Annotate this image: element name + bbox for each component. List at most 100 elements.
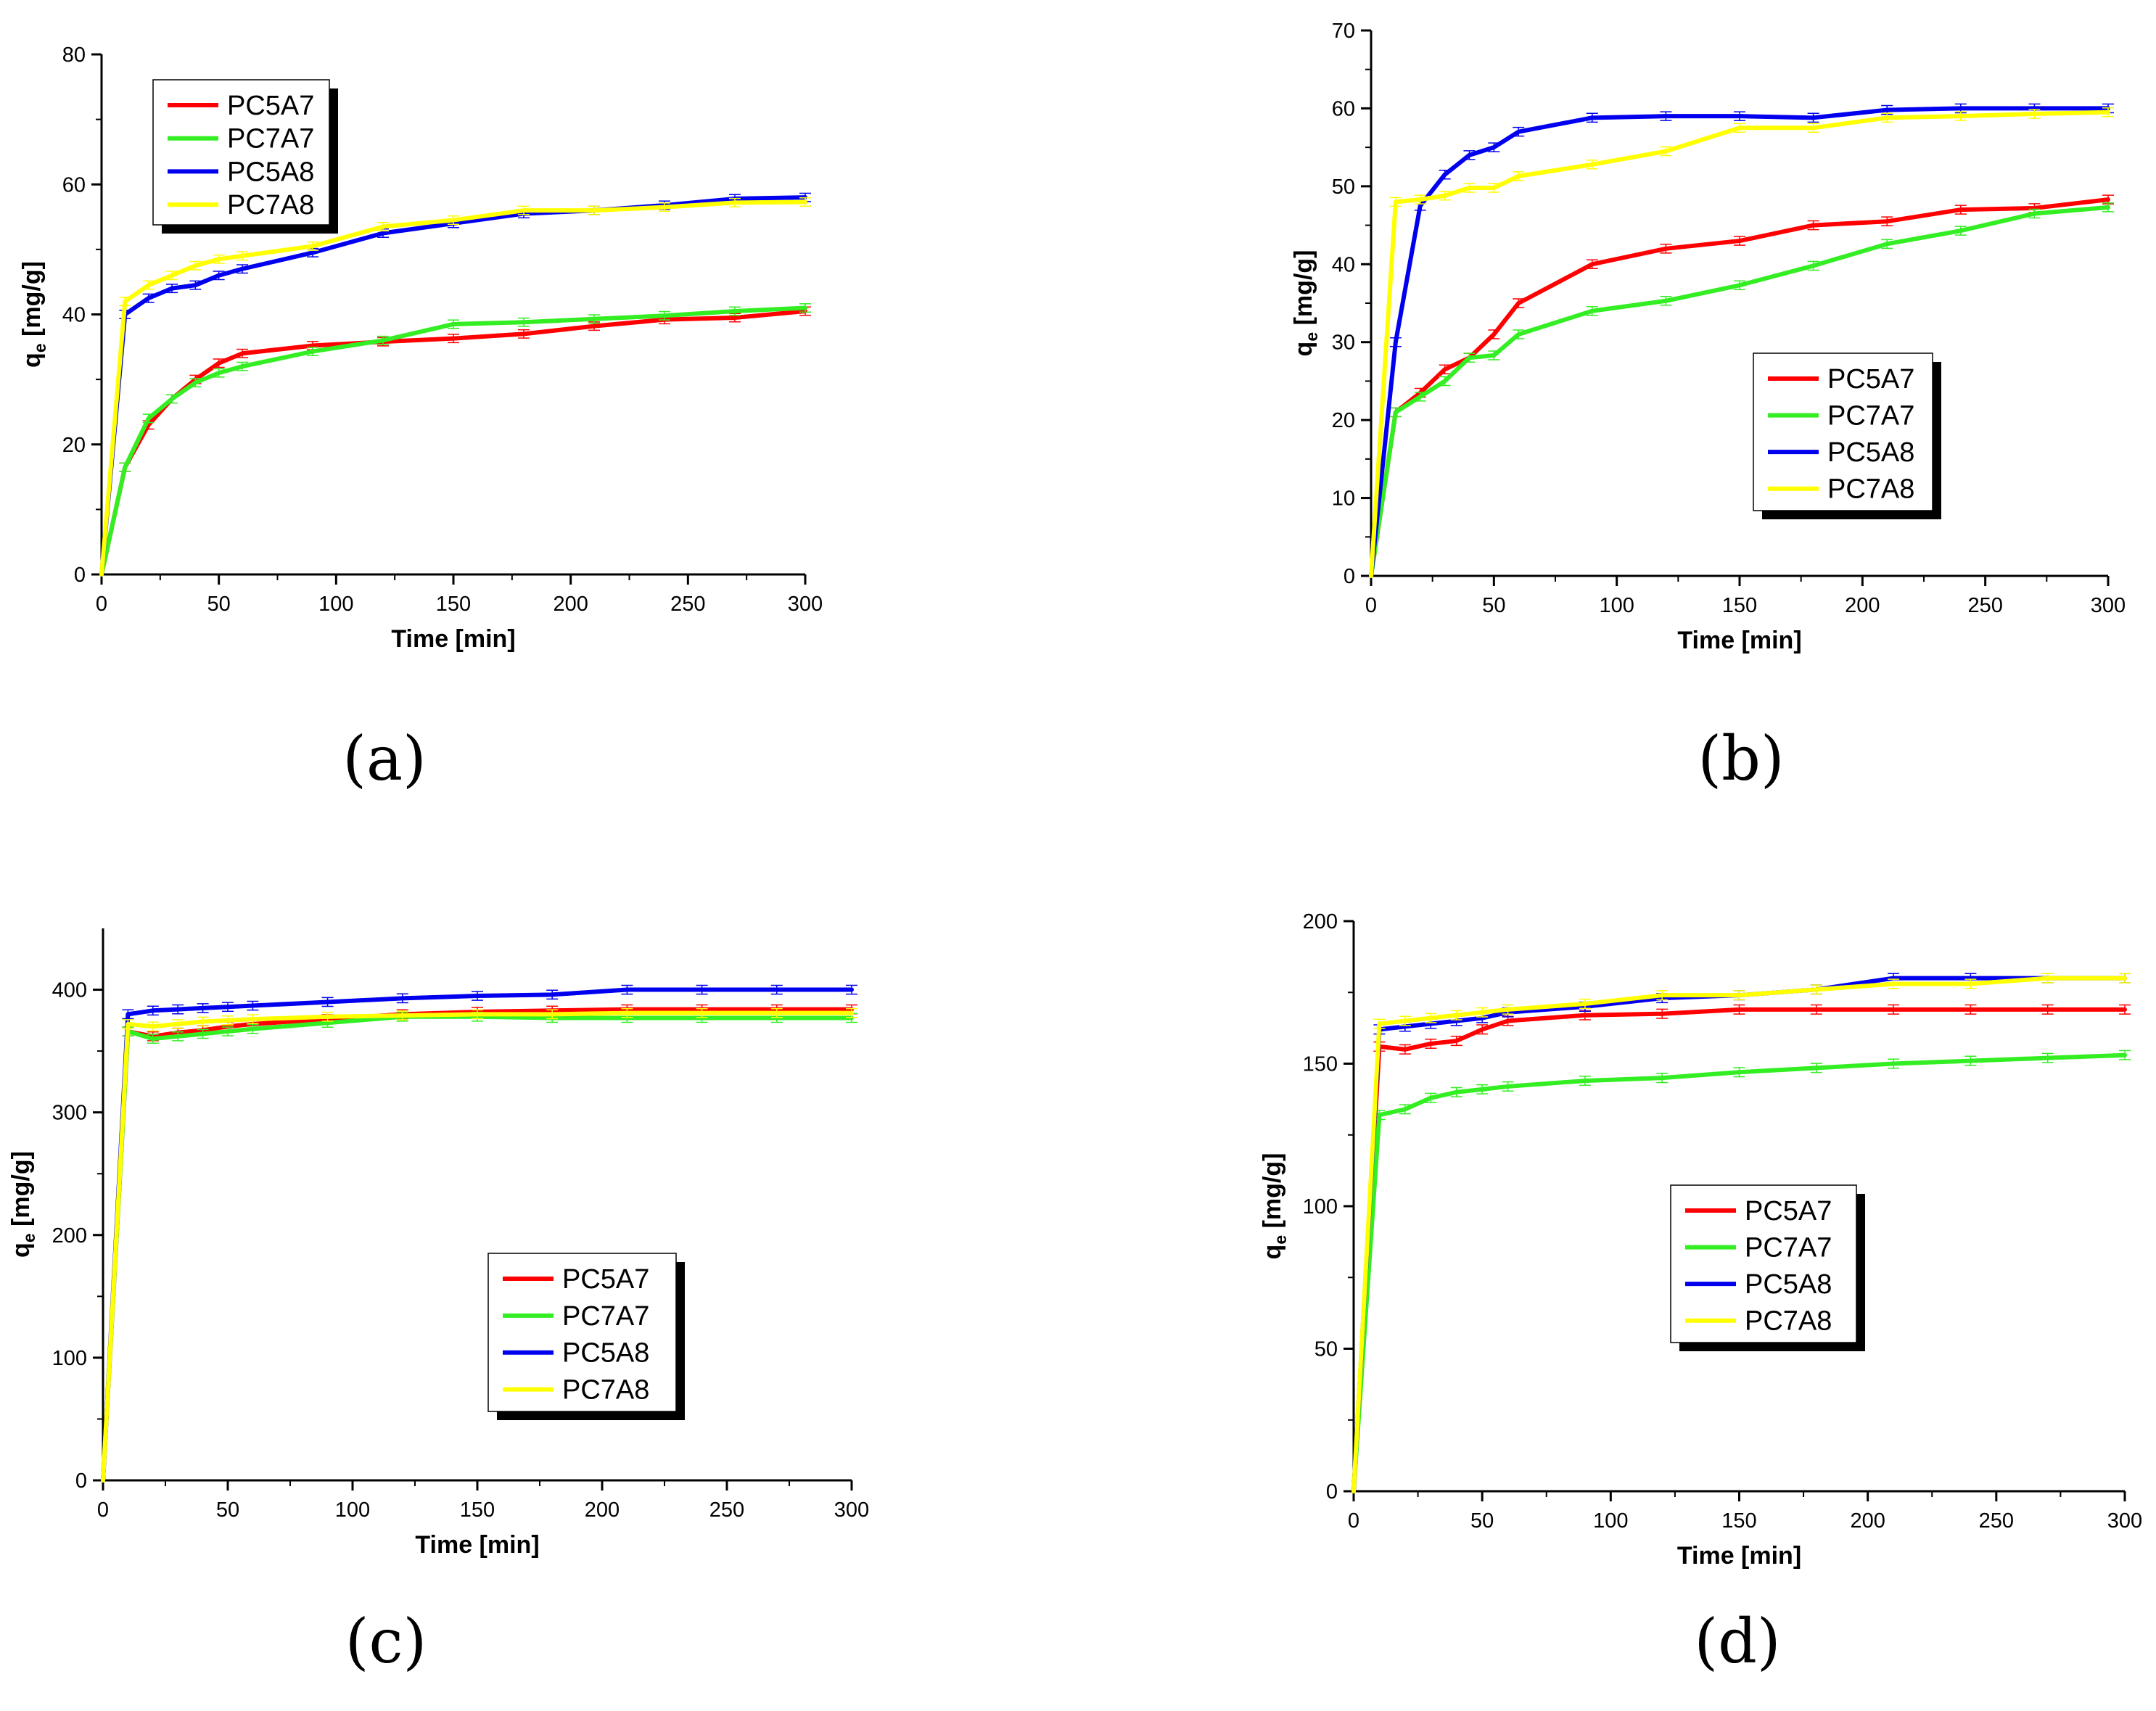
y-tick-label: 40	[62, 304, 86, 327]
x-tick-label: 250	[709, 1498, 744, 1522]
x-axis-title: Time [min]	[1677, 627, 1801, 654]
legend-label-PC7A8: PC7A8	[562, 1375, 649, 1406]
x-tick-label: 50	[207, 593, 231, 616]
x-tick-label: 250	[670, 593, 705, 616]
series-line-PC5A8	[1369, 106, 2110, 578]
x-tick-label: 50	[1482, 594, 1505, 617]
y-tick-label: 60	[62, 173, 86, 197]
legend-label-PC7A7: PC7A7	[562, 1301, 649, 1332]
y-tick-label: 400	[52, 979, 87, 1002]
y-axis-title: qe [mg/g]	[18, 261, 49, 368]
y-axis-title-unit: [mg/g]	[7, 1151, 35, 1233]
y-tick-label: 200	[1303, 910, 1338, 933]
legend-label-PC5A8: PC5A8	[227, 157, 314, 187]
y-tick-label: 10	[1332, 487, 1355, 511]
y-axis-title-unit: [mg/g]	[1290, 250, 1317, 332]
legend-label-PC5A8: PC5A8	[1745, 1269, 1832, 1300]
x-tick-label: 250	[1967, 594, 2002, 617]
x-axis-title: Time [min]	[391, 625, 515, 653]
y-tick-label: 70	[1332, 20, 1355, 43]
x-tick-label: 100	[1599, 594, 1634, 617]
series-line-PC5A7	[1369, 197, 2110, 578]
y-axis-title-unit: [mg/g]	[1259, 1153, 1286, 1235]
chart-panel-a: 0 50 100 150 200 250 300 0 20 40 60 80 Time [min] qe …	[18, 44, 823, 794]
series-line-PC7A7	[99, 305, 807, 577]
x-tick-label: 300	[2091, 594, 2126, 617]
y-tick-label: 80	[62, 44, 86, 67]
panel-label: (d)	[1694, 1606, 1780, 1677]
y-axis-title-sub: e	[1271, 1235, 1290, 1245]
legend-label-PC7A7: PC7A7	[1745, 1233, 1832, 1263]
x-tick-label: 0	[97, 1498, 109, 1522]
series-line-PC7A8	[99, 199, 807, 577]
y-tick-label: 100	[52, 1347, 87, 1370]
y-tick-label: 20	[62, 434, 86, 457]
y-tick-label: 0	[1344, 565, 1355, 588]
x-tick-label: 50	[1470, 1509, 1494, 1533]
legend-label-PC5A8: PC5A8	[1827, 437, 1914, 468]
y-tick-label: 20	[1332, 409, 1355, 432]
x-tick-label: 150	[436, 593, 471, 616]
chart-panel-d: 0 50 100 150 200 250 300 0 50 100 150 200 Time [min]…	[1259, 910, 2142, 1677]
y-tick-label: 0	[1326, 1480, 1338, 1504]
y-tick-label: 60	[1332, 97, 1355, 120]
y-tick-label: 30	[1332, 331, 1355, 355]
x-tick-label: 150	[1722, 594, 1757, 617]
y-axis-title-sub: e	[30, 343, 49, 352]
y-axis-title-unit: [mg/g]	[18, 261, 46, 343]
y-tick-label: 0	[74, 564, 86, 587]
y-axis-title-sub: e	[20, 1233, 38, 1242]
x-tick-label: 300	[834, 1498, 869, 1522]
y-tick-label: 40	[1332, 253, 1355, 276]
x-tick-label: 0	[1365, 594, 1377, 617]
x-tick-label: 200	[585, 1498, 620, 1522]
x-tick-label: 200	[553, 593, 588, 616]
x-tick-label: 50	[216, 1498, 239, 1522]
legend-label-PC5A7: PC5A7	[1827, 364, 1914, 395]
x-tick-label: 100	[318, 593, 353, 616]
legend-label-PC5A7: PC5A7	[562, 1264, 649, 1295]
legend-label-PC5A7: PC5A7	[227, 91, 314, 121]
y-axis-title-main: q	[1290, 342, 1317, 357]
x-tick-label: 100	[1593, 1509, 1628, 1533]
legend-label-PC5A8: PC5A8	[562, 1338, 649, 1369]
y-axis-title: qe [mg/g]	[1290, 250, 1321, 357]
y-tick-label: 50	[1332, 176, 1355, 199]
chart-panel-b: 0 50 100 150 200 250 300 0 10 20 30 40 50 60 70 Time [m…	[1290, 20, 2126, 794]
y-axis-title-main: q	[1259, 1245, 1286, 1260]
y-axis-title-main: q	[7, 1242, 35, 1258]
legend-label-PC7A7: PC7A7	[227, 124, 314, 154]
series-line-PC5A8	[99, 195, 807, 577]
x-tick-label: 150	[1721, 1509, 1756, 1533]
y-tick-label: 300	[52, 1102, 87, 1125]
chart-panel-c: 0 50 100 150 200 250 300 0 100 200 300 400 Time [min…	[7, 928, 869, 1677]
y-tick-label: 0	[75, 1469, 87, 1493]
legend-label-PC7A7: PC7A7	[1827, 401, 1914, 432]
y-tick-label: 100	[1303, 1195, 1338, 1219]
x-axis-title: Time [min]	[415, 1531, 539, 1559]
y-tick-label: 200	[52, 1224, 87, 1248]
legend-label-PC7A8: PC7A8	[1827, 474, 1914, 505]
y-tick-label: 50	[1314, 1338, 1338, 1361]
legend-label-PC7A8: PC7A8	[1745, 1306, 1832, 1337]
series-line-PC5A7	[101, 1007, 854, 1483]
x-tick-label: 200	[1850, 1509, 1885, 1533]
series-line-PC5A7	[99, 309, 807, 577]
panel-label: (c)	[345, 1606, 427, 1677]
series-line-PC7A7	[1369, 205, 2110, 578]
y-axis-title: qe [mg/g]	[1259, 1153, 1290, 1260]
legend-label-PC5A7: PC5A7	[1745, 1196, 1832, 1226]
x-tick-label: 300	[2107, 1509, 2142, 1533]
panel-label: (b)	[1698, 723, 1784, 794]
y-axis-title-main: q	[18, 352, 46, 368]
series-line-PC7A8	[101, 1010, 854, 1483]
x-tick-label: 200	[1845, 594, 1880, 617]
x-tick-label: 300	[788, 593, 823, 616]
x-tick-label: 0	[1348, 1509, 1359, 1533]
x-tick-label: 0	[96, 593, 107, 616]
y-axis-title: qe [mg/g]	[7, 1151, 38, 1258]
x-axis-title: Time [min]	[1677, 1542, 1801, 1570]
y-tick-label: 150	[1303, 1053, 1338, 1076]
legend-label-PC7A8: PC7A8	[227, 190, 314, 220]
